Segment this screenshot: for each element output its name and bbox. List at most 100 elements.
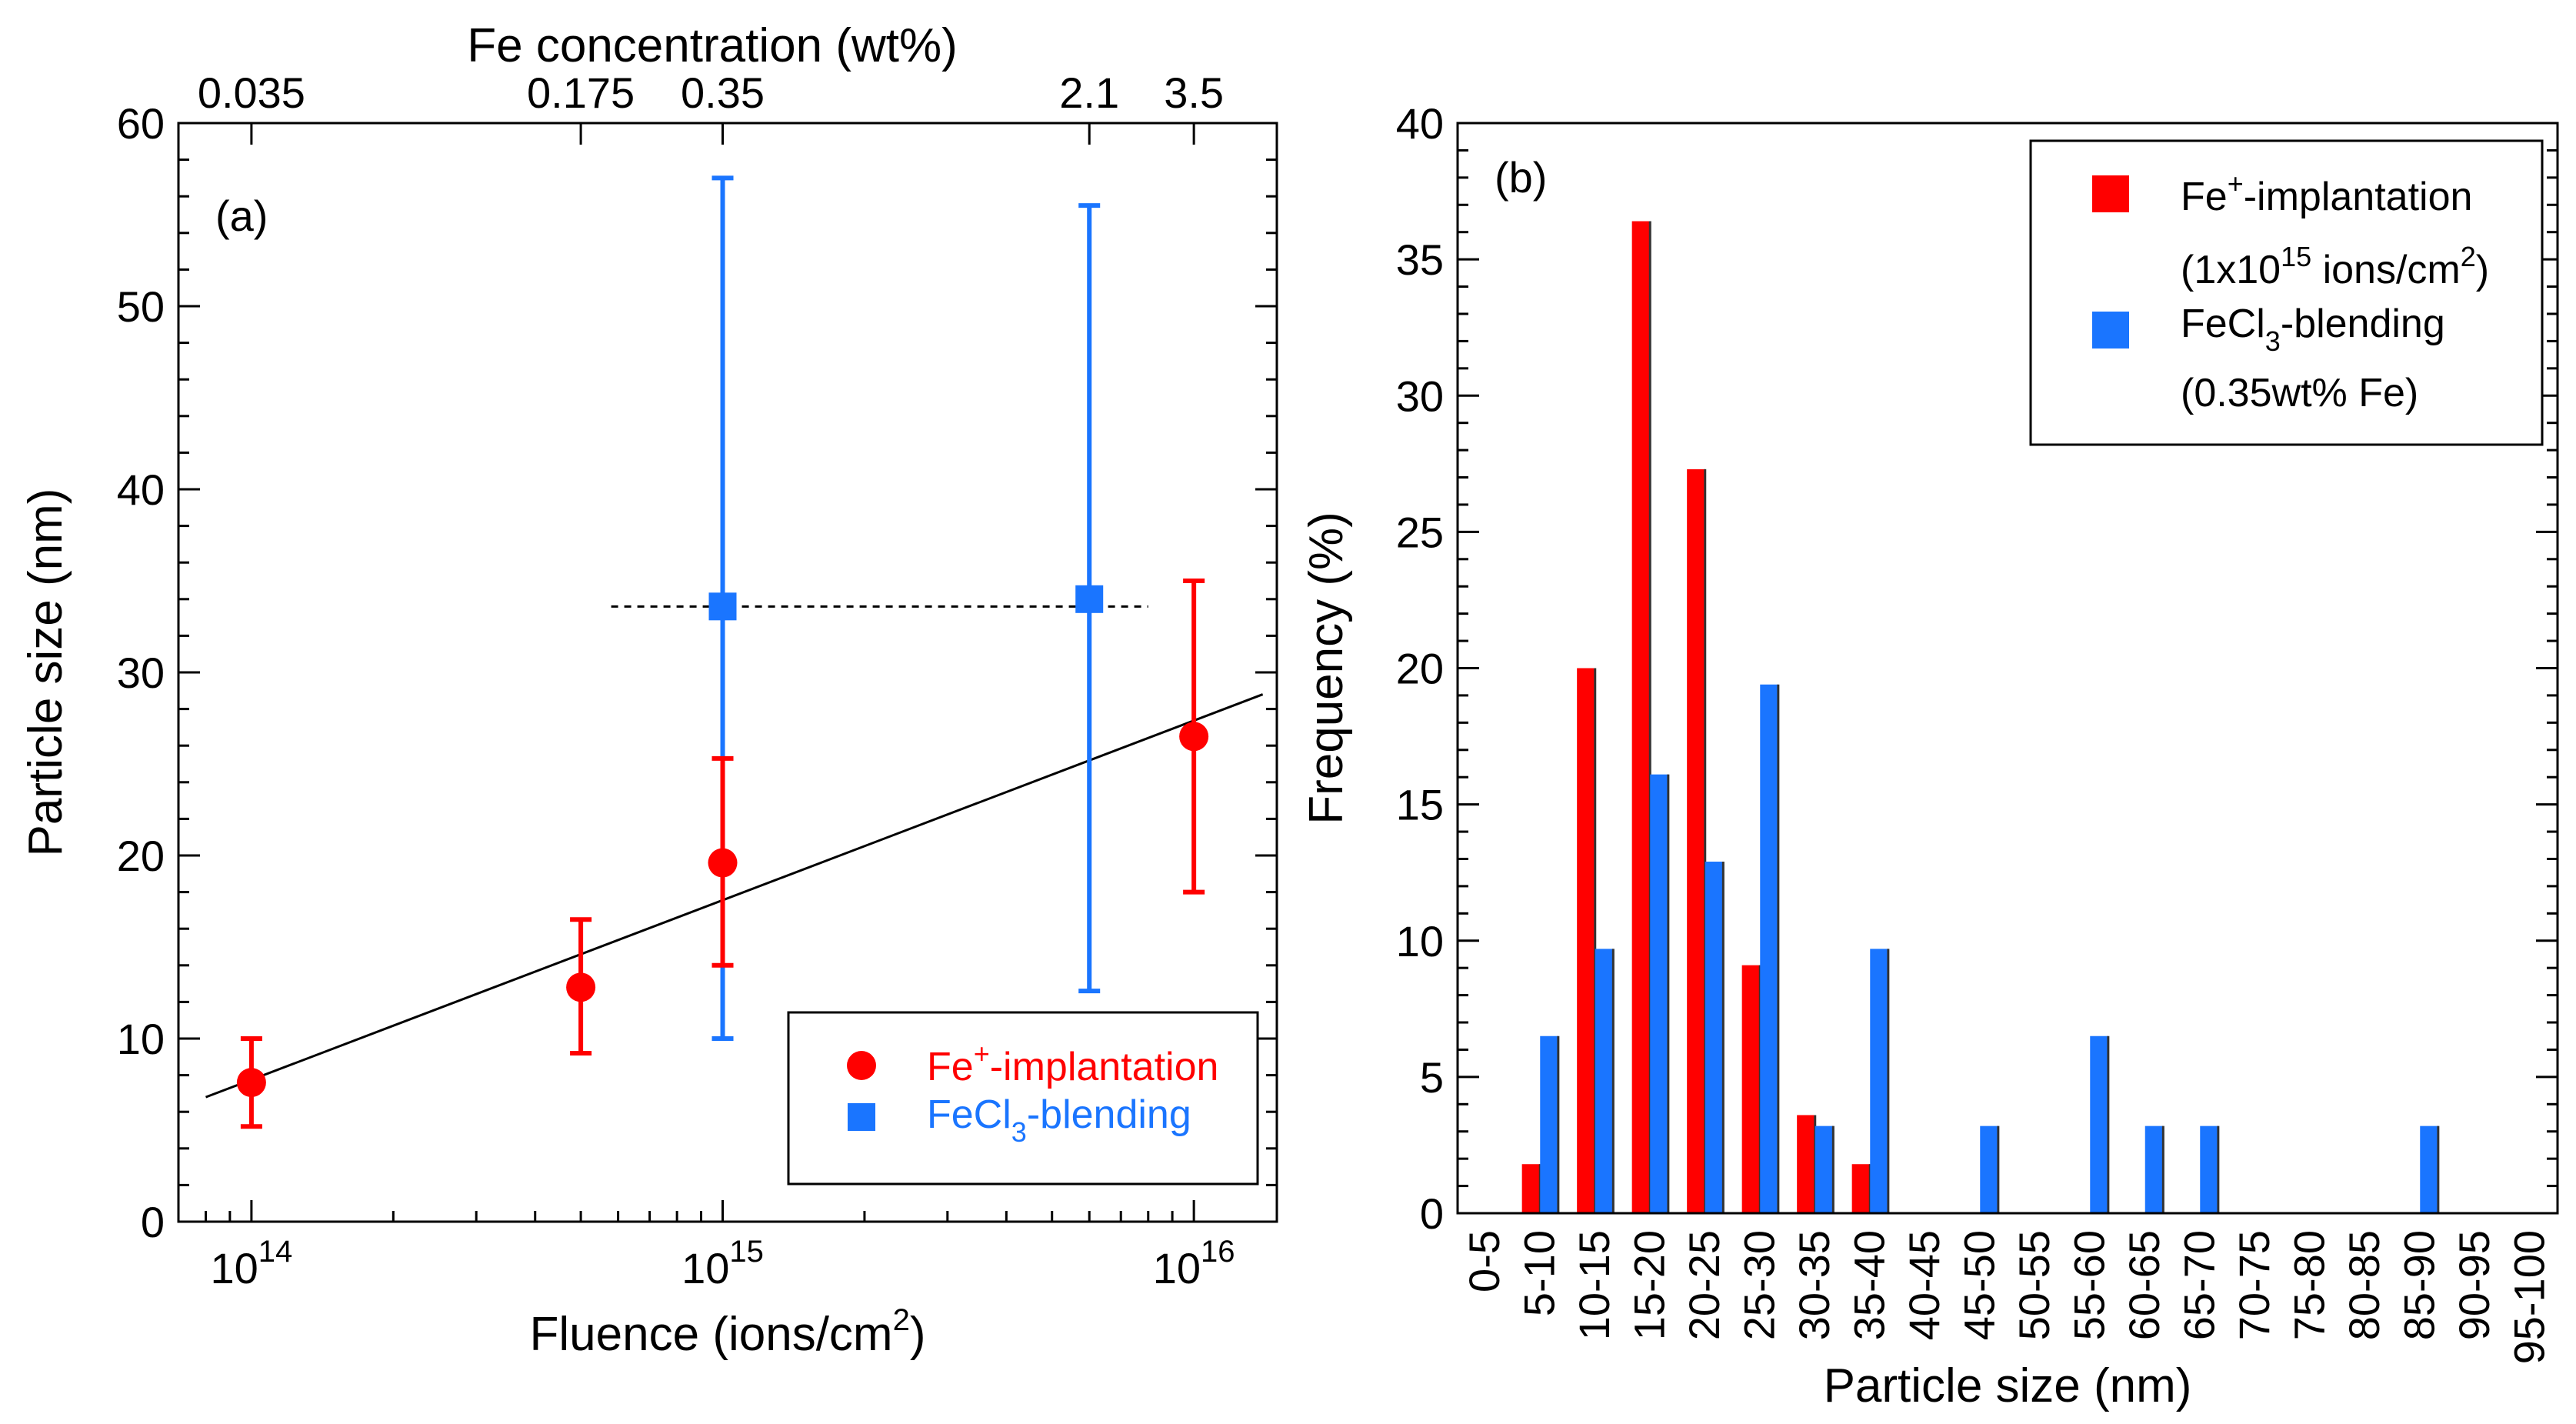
panel-b-label: (b) <box>1495 153 1547 202</box>
panel-b-category-label: 25-30 <box>1735 1230 1783 1340</box>
legend-a0-main: Fe <box>927 1045 974 1089</box>
panel-b-bar-blending <box>2090 1035 2108 1213</box>
panel-b-bar-implantation <box>1741 965 1761 1213</box>
panel-b-legend: Fe+-implantation (1x1015 ions/cm2) FeCl3… <box>2029 139 2544 446</box>
panel-b-y-tick-label: 40 <box>1396 99 1444 148</box>
legend-b1-rest: -blending <box>2281 302 2445 346</box>
panel-b-y-tick-label: 10 <box>1396 917 1444 965</box>
panel-a-y-tick-label: 0 <box>141 1198 165 1246</box>
panel-a-legend-label-implantation: Fe+-implantation <box>927 1038 1218 1089</box>
legend-b0-note-mid: ions/cm <box>2311 248 2461 292</box>
panel-b-category-label: 40-45 <box>1900 1230 1948 1340</box>
panel-b-y-tick-label: 25 <box>1396 508 1444 556</box>
panel-a-x-tick-label: 1015 <box>681 1235 764 1292</box>
x-tick-base: 10 <box>681 1244 729 1292</box>
panel-a-point-blending <box>708 592 737 621</box>
panel-b-y-axis-title: Frequency (%) <box>1300 512 1353 825</box>
panel-b-bar-blending <box>1540 1035 1558 1213</box>
panel-a-x-tick-label: 1014 <box>210 1235 292 1292</box>
panel-b-y-tick-label: 20 <box>1396 645 1444 693</box>
panel-a-x-title-end: ) <box>910 1308 926 1361</box>
panel-a-legend-marker-implantation <box>847 1051 876 1080</box>
panel-b-category-label: 0-5 <box>1460 1230 1508 1292</box>
panel-a-legend-box <box>787 1011 1259 1186</box>
panel-b-bar-blending <box>2420 1126 2438 1213</box>
panel-b-bar-blending <box>1870 949 1888 1213</box>
panel-a-label: (a) <box>215 192 268 240</box>
panel-b-category-label: 95-100 <box>2504 1230 2553 1364</box>
panel-b-category-label: 20-25 <box>1680 1230 1728 1340</box>
panel-b-bar-implantation <box>1797 1115 1815 1213</box>
legend-b0-sup: + <box>2228 168 2244 199</box>
panel-a-point-implantation <box>1179 722 1209 752</box>
panel-a-y-tick-label: 50 <box>117 282 165 331</box>
panel-a-y-tick-label: 30 <box>117 649 165 697</box>
panel-b-legend-note-blending: (0.35wt% Fe) <box>2181 371 2418 415</box>
panel-a-legend-label-blending: FeCl3-blending <box>927 1092 1191 1148</box>
legend-a1-sub: 3 <box>1011 1116 1027 1148</box>
panel-a-point-implantation <box>708 848 738 878</box>
panel-a-fit-line-group <box>205 605 1264 1099</box>
panel-b-bar-blending <box>2200 1126 2218 1213</box>
x-tick-base: 10 <box>210 1244 258 1292</box>
panel-b-category-label: 60-65 <box>2120 1230 2168 1340</box>
panel-b-category-label: 30-35 <box>1790 1230 1838 1340</box>
panel-b-category-label: 15-20 <box>1625 1230 1673 1340</box>
legend-b0-note-pre: (1x10 <box>2181 248 2281 292</box>
panel-b-bar-implantation <box>1521 1164 1541 1213</box>
legend-b0-rest: -implantation <box>2244 175 2473 219</box>
panel-b-category-label: 65-70 <box>2174 1230 2223 1340</box>
panel-a-top-tick-label: 2.1 <box>1059 68 1119 117</box>
legend-a0-sup: + <box>974 1038 990 1069</box>
panel-a-plot-frame <box>177 122 1278 1223</box>
panel-b-y-tick-label: 5 <box>1420 1053 1444 1102</box>
panel-b-y-tick-label: 15 <box>1396 781 1444 829</box>
legend-a1-main: FeCl <box>927 1092 1011 1137</box>
panel-b-bar-blending <box>1760 684 1778 1213</box>
panel-a-series-group <box>236 175 1209 1129</box>
legend-a0-rest: -implantation <box>990 1045 1219 1089</box>
legend-b1-main: FeCl <box>2181 302 2265 346</box>
panel-b-legend-note-implantation: (1x1015 ions/cm2) <box>2181 241 2489 292</box>
legend-b0-main: Fe <box>2181 175 2228 219</box>
panel-a-top-axis-title: Fe concentration (wt%) <box>467 19 957 72</box>
legend-a1-rest: -blending <box>1027 1092 1191 1137</box>
panel-b-plot-frame <box>1456 122 2559 1215</box>
panel-b-category-label: 90-95 <box>2450 1230 2498 1340</box>
legend-b0-note-end: ) <box>2476 248 2489 292</box>
panel-a-x-title-sup: 2 <box>893 1303 910 1337</box>
x-tick-exponent: 15 <box>729 1235 764 1269</box>
panel-a-x-axis-title: Fluence (ions/cm2) <box>530 1303 926 1361</box>
panel-b-category-label: 85-90 <box>2394 1230 2443 1340</box>
panel-b-bar-blending <box>1705 862 1724 1213</box>
panel-a-point-blending <box>1075 585 1104 613</box>
panel-a-y-tick-label: 60 <box>117 99 165 148</box>
panel-b-category-label: 5-10 <box>1515 1230 1563 1316</box>
panel-a-legend-marker-blending <box>848 1103 875 1131</box>
panel-b-legend-label-implantation: Fe+-implantation <box>2181 168 2472 219</box>
panel-b-category-label: 75-80 <box>2284 1230 2333 1340</box>
panel-b-bars-group <box>1521 221 2440 1213</box>
panel-a-top-tick-label: 0.035 <box>198 68 305 117</box>
x-tick-base: 10 <box>1153 1244 1201 1292</box>
panel-a-point-implantation <box>236 1068 266 1098</box>
panel-b-category-label: 35-40 <box>1845 1230 1893 1340</box>
panel-b-bar-blending <box>1815 1126 1834 1213</box>
panel-b-bar-implantation <box>1577 668 1595 1213</box>
panel-b-bar-blending <box>1595 949 1614 1213</box>
legend-b1-sub: 3 <box>2265 325 2281 357</box>
panel-b-legend-label-blending: FeCl3-blending <box>2181 302 2445 357</box>
panel-b-category-label: 50-55 <box>2010 1230 2058 1340</box>
panel-b-bar-blending <box>1980 1126 1998 1213</box>
panel-a-y-axis-title: Particle size (nm) <box>19 489 72 857</box>
panel-b-y-tick-label: 0 <box>1420 1189 1444 1238</box>
x-tick-exponent: 16 <box>1201 1235 1235 1269</box>
panel-a-top-tick-label: 0.35 <box>681 68 765 117</box>
panel-b-x-axis-title: Particle size (nm) <box>1824 1359 2192 1412</box>
panel-b-y-tick-label: 35 <box>1396 235 1444 284</box>
x-tick-exponent: 14 <box>258 1235 293 1269</box>
panel-a-point-implantation <box>566 972 596 1002</box>
